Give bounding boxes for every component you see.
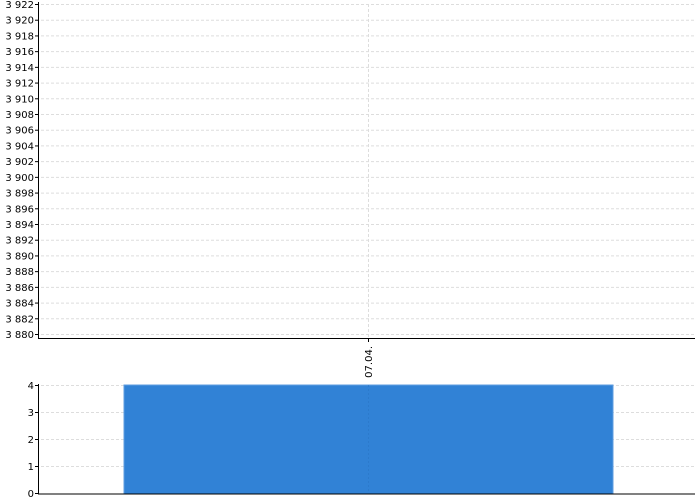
y-tick-label: 3 900 (5, 173, 34, 184)
y-tick-label: 3 912 (5, 79, 34, 90)
y-tick-label: 3 886 (5, 283, 34, 294)
y-tick-label: 3 906 (5, 126, 34, 137)
y-tick-label: 3 920 (5, 16, 34, 27)
price-chart: 3 880 3 882 3 884 3 886 3 888 3 890 3 892 3 894… (5, 0, 695, 378)
y-tick-label: 3 896 (5, 204, 34, 215)
y-tick-label: 0 (28, 489, 34, 500)
y-tick-label: 1 (28, 462, 34, 473)
y-tick-label: 3 904 (5, 141, 34, 152)
y-tick-label: 3 914 (5, 63, 34, 74)
x-tick-label: 07.04. (364, 346, 375, 378)
y-tick-label: 3 922 (5, 0, 34, 11)
y-tick-label: 3 888 (5, 267, 34, 278)
y-tick-label: 3 890 (5, 251, 34, 262)
y-tick-label: 4 (28, 381, 34, 392)
bar (123, 384, 614, 495)
y-tick-label: 3 916 (5, 47, 34, 58)
y-tick-label: 3 892 (5, 236, 34, 247)
volume-chart: 0 1 2 3 4 (28, 381, 695, 500)
y-tick-label: 3 902 (5, 157, 34, 168)
y-tick-label: 2 (28, 435, 34, 446)
y-tick-label: 3 894 (5, 220, 34, 231)
y-tick-label: 3 910 (5, 94, 34, 105)
y-tick-label: 3 898 (5, 189, 34, 200)
y-tick-label: 3 908 (5, 110, 34, 121)
y-tick-label: 3 884 (5, 299, 34, 310)
y-tick-label: 3 882 (5, 314, 34, 325)
y-tick-label: 3 880 (5, 330, 34, 341)
y-tick-label: 3 (28, 408, 34, 419)
y-tick-label: 3 918 (5, 31, 34, 42)
